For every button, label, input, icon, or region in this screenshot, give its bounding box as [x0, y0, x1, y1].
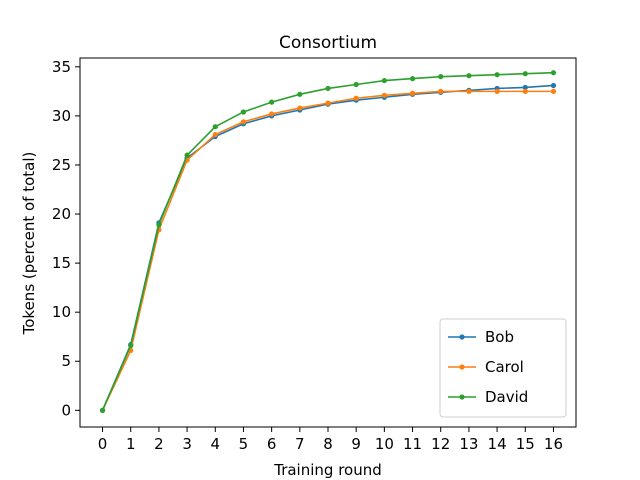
y-tick-label: 35 [52, 58, 71, 76]
data-point-carol [438, 88, 444, 94]
y-tick-label: 15 [52, 254, 71, 272]
data-point-david [353, 81, 359, 88]
data-point-carol [353, 95, 359, 101]
x-tick-label: 14 [488, 435, 507, 453]
x-tick-label: 2 [154, 435, 164, 453]
data-point-carol [494, 88, 500, 94]
data-point-carol [269, 111, 275, 117]
data-point-carol [550, 88, 557, 94]
legend-box [439, 318, 567, 418]
data-point-david [269, 99, 275, 105]
data-point-carol [240, 119, 247, 125]
x-tick-label: 6 [267, 435, 277, 453]
data-point-david [99, 407, 106, 413]
x-tick-label: 0 [98, 435, 108, 453]
data-point-carol [466, 88, 472, 94]
legend-entry: Bob [485, 328, 514, 346]
data-point-carol [297, 105, 303, 111]
x-tick-label: 9 [351, 435, 361, 453]
data-point-bob [522, 84, 528, 91]
x-tick-label: 7 [295, 435, 305, 453]
data-point-david [156, 222, 162, 228]
y-tick-label: 30 [52, 107, 71, 125]
x-tick-label: 1 [126, 435, 136, 453]
legend-swatch-marker [459, 364, 465, 370]
legend: Bob Carol David [439, 318, 567, 418]
data-point-david [128, 342, 134, 349]
x-tick-label: 13 [459, 435, 478, 453]
x-tick-label: 4 [210, 435, 220, 453]
y-tick-label: 20 [52, 205, 71, 223]
data-point-david [297, 91, 303, 97]
data-point-david [466, 73, 472, 79]
data-point-david [325, 85, 331, 92]
x-tick-label: 16 [544, 435, 563, 453]
data-point-carol [409, 90, 416, 96]
axes-frame [79, 57, 577, 428]
data-point-bob [550, 82, 557, 89]
legend-entry: David [485, 388, 528, 406]
data-point-carol [325, 100, 331, 106]
data-point-david [184, 152, 190, 158]
data-point-david [409, 76, 416, 82]
y-tick-label: 5 [61, 352, 71, 370]
legend-swatch-marker [459, 334, 465, 340]
y-tick-label: 0 [61, 401, 71, 419]
data-point-carol [381, 92, 387, 98]
x-axis-label: Training round [273, 461, 382, 479]
data-point-carol [212, 131, 218, 138]
x-tick-label: 8 [323, 435, 333, 453]
y-tick-label: 10 [52, 303, 71, 321]
data-point-carol [522, 88, 528, 94]
data-point-david [212, 124, 218, 130]
y-tick-label: 25 [52, 156, 71, 174]
legend-entry: Carol [485, 358, 524, 376]
data-point-david [494, 72, 500, 78]
data-point-david [438, 74, 444, 80]
x-tick-label: 3 [182, 435, 192, 453]
x-tick-label: 11 [403, 435, 422, 453]
legend-swatch-marker [459, 394, 465, 400]
data-point-david [550, 70, 557, 76]
chart-title: Consortium [279, 33, 377, 53]
data-point-david [240, 109, 247, 115]
x-tick-label: 10 [375, 435, 394, 453]
x-tick-label: 15 [516, 435, 535, 453]
x-tick-label: 12 [431, 435, 450, 453]
x-tick-label: 5 [239, 435, 249, 453]
y-axis-label: Tokens (percent of total) [20, 152, 38, 336]
data-point-david [522, 71, 528, 77]
data-point-david [381, 77, 387, 84]
